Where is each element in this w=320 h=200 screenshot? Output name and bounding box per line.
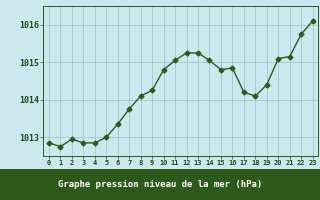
Text: Graphe pression niveau de la mer (hPa): Graphe pression niveau de la mer (hPa) [58,180,262,189]
